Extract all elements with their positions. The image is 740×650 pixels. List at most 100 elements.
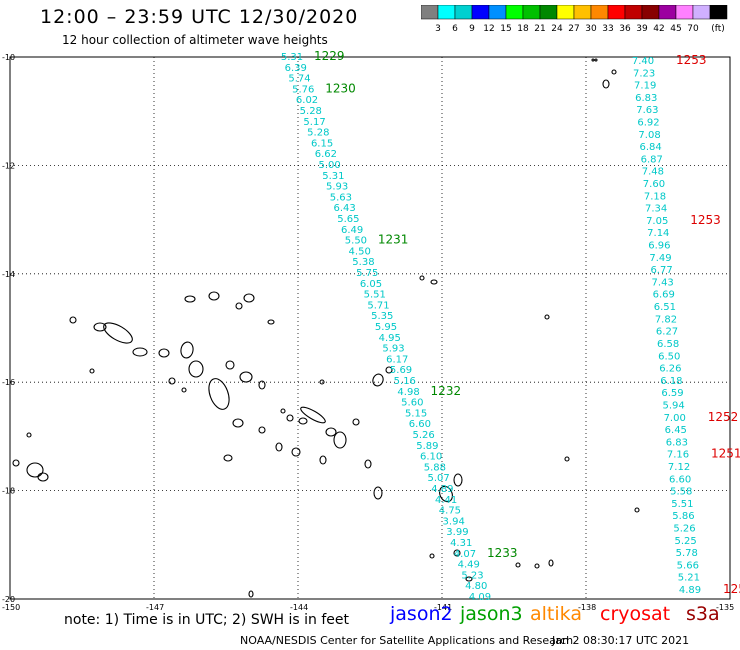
- wave-height-value: 5.66: [677, 560, 699, 571]
- island-outline: [26, 432, 32, 438]
- wave-height-value: 3.94: [443, 516, 465, 527]
- wave-height-value: 7.18: [644, 191, 666, 202]
- pass-time-label: 125: [723, 582, 740, 596]
- wave-height-value: 5.75: [356, 268, 378, 279]
- wave-height-value: 5.31: [322, 171, 344, 182]
- colorbar-swatch: [709, 5, 728, 20]
- wave-height-value: 4.80: [465, 581, 487, 592]
- wave-height-value: 4.09: [469, 592, 491, 603]
- island-outline: [280, 408, 286, 414]
- latitude-tick-label: -14: [2, 270, 15, 279]
- wave-height-value: 6.60: [669, 474, 691, 485]
- colorbar-label: 6: [452, 24, 458, 34]
- pass-time-label: 1233: [487, 546, 518, 560]
- pass-time-label: 1251: [711, 447, 740, 461]
- colorbar-label: 30: [585, 24, 597, 34]
- island-outline: [439, 485, 453, 503]
- island-outline: [611, 69, 617, 75]
- island-outline: [258, 426, 266, 434]
- wave-height-value: 6.96: [648, 241, 670, 252]
- pass-time-label: 1253: [690, 213, 721, 227]
- wave-height-value: 4.89: [431, 484, 453, 495]
- wave-height-value: 6.87: [641, 154, 663, 165]
- wave-height-value: 5.95: [375, 322, 397, 333]
- island-outline: [548, 559, 554, 567]
- wave-height-value: 6.83: [635, 93, 657, 104]
- wave-height-value: 4.50: [349, 246, 371, 257]
- map-title: 12:00 – 23:59 UTC 12/30/2020: [40, 6, 359, 28]
- island-outline: [239, 371, 253, 383]
- pass-time-label: 1252: [708, 410, 739, 424]
- wave-height-value: 5.78: [676, 548, 698, 559]
- wave-height-value: 5.51: [671, 499, 693, 510]
- wave-height-value: 4.95: [379, 333, 401, 344]
- legend-s3a: s3a: [686, 603, 720, 625]
- wave-height-value: 4.75: [439, 506, 461, 517]
- wave-height-value: 5.65: [337, 214, 359, 225]
- island-outline: [12, 459, 20, 467]
- island-outline: [103, 322, 133, 344]
- wave-height-value: 7.08: [638, 130, 660, 141]
- island-outline: [634, 507, 640, 513]
- island-outline: [208, 378, 230, 410]
- colorbar-label: 70: [687, 24, 699, 34]
- island-outline: [232, 418, 244, 428]
- island-outline: [594, 58, 598, 62]
- wave-height-value: 7.23: [633, 68, 655, 79]
- map-frame: [9, 56, 731, 600]
- wave-height-value: 5.26: [673, 523, 695, 534]
- legend-jason3: jason3: [460, 603, 523, 625]
- latitude-tick-label: -12: [2, 161, 15, 170]
- island-outline: [89, 368, 95, 374]
- island-outline: [429, 553, 435, 559]
- map-subtitle: 12 hour collection of altimeter wave hei…: [62, 33, 328, 47]
- longitude-tick-label: -144: [290, 603, 308, 612]
- island-outline: [275, 442, 283, 452]
- island-outline: [168, 377, 176, 385]
- island-outline: [453, 473, 463, 487]
- island-outline: [325, 427, 337, 437]
- island-outline: [184, 295, 196, 303]
- island-outline: [132, 347, 148, 357]
- wave-height-value: 5.74: [288, 74, 310, 85]
- wave-height-value: 6.50: [658, 351, 680, 362]
- island-outline: [243, 293, 255, 303]
- wave-height-value: 7.48: [642, 167, 664, 178]
- wave-height-value: 7.43: [652, 277, 674, 288]
- wave-height-value: 6.18: [660, 376, 682, 387]
- wave-height-value: 6.45: [665, 425, 687, 436]
- island-outline: [333, 431, 347, 449]
- island-outline: [453, 549, 461, 557]
- island-outline: [180, 341, 194, 359]
- units-note: note: 1) Time is in UTC; 2) SWH is in fe…: [64, 612, 350, 628]
- wave-height-value: 4.07: [454, 549, 476, 560]
- wave-height-value: 7.40: [632, 56, 654, 67]
- wave-height-value: 5.50: [345, 236, 367, 247]
- wave-height-value: 5.63: [330, 192, 352, 203]
- island-outline: [258, 380, 266, 390]
- wave-height-value: 3.99: [446, 527, 468, 538]
- colorbar-label: 12: [483, 24, 494, 34]
- island-outline: [534, 563, 540, 569]
- wave-height-value: 6.05: [360, 279, 382, 290]
- island-outline: [188, 360, 204, 378]
- wave-height-value: 4.41: [435, 495, 457, 506]
- wave-height-value: 5.15: [405, 408, 427, 419]
- wave-height-value: 5.71: [367, 300, 389, 311]
- island-outline: [515, 562, 521, 568]
- colorbar-label: 15: [500, 24, 511, 34]
- wave-height-value: 5.07: [428, 473, 450, 484]
- wave-height-value: 6.26: [659, 364, 681, 375]
- wave-height-value: 5.58: [670, 487, 692, 498]
- island-outline: [291, 447, 301, 457]
- island-outline: [93, 322, 107, 332]
- island-outline: [373, 486, 383, 500]
- legend-cryosat: cryosat: [600, 603, 671, 625]
- wave-height-value: 5.00: [318, 160, 340, 171]
- wave-height-value: 5.93: [326, 182, 348, 193]
- wave-height-value: 7.14: [647, 228, 669, 239]
- latitude-tick-label: -18: [2, 487, 15, 496]
- island-outline: [319, 455, 327, 465]
- island-outline: [465, 576, 473, 582]
- wave-height-value: 5.51: [364, 290, 386, 301]
